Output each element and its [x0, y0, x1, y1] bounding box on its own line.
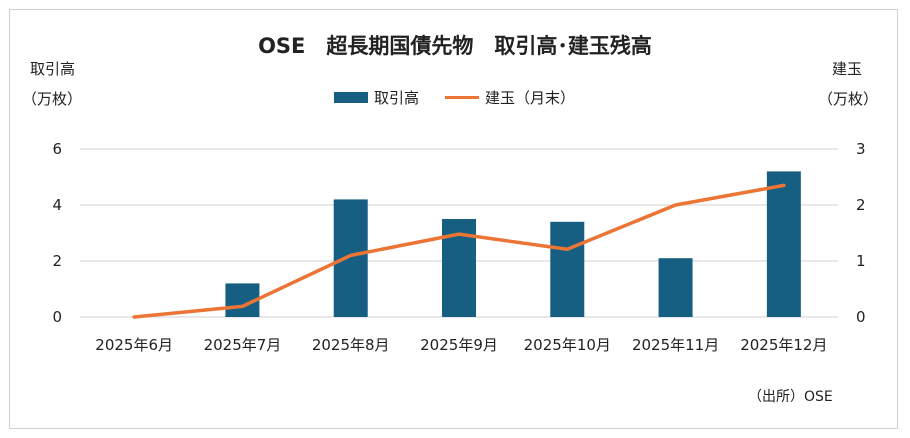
right-tick-label: 1 — [856, 252, 866, 270]
bar — [550, 221, 585, 317]
bar — [766, 171, 801, 317]
chart-title: OSE 超長期国債先物 取引高･建玉残高 — [258, 34, 652, 58]
legend-label-volume: 取引高 — [374, 89, 420, 107]
bar — [333, 199, 368, 317]
x-tick-label: 2025年9月 — [420, 336, 498, 354]
left-tick-label: 0 — [52, 308, 62, 326]
right-axis-label-2: （万枚） — [818, 90, 879, 108]
x-tick-label: 2025年6月 — [95, 336, 173, 354]
left-axis-label-1: 取引高 — [30, 60, 76, 78]
source-note: （出所）OSE — [748, 389, 833, 405]
x-tick-label: 2025年8月 — [312, 336, 390, 354]
legend: 取引高 建玉（月末） — [334, 87, 575, 108]
x-tick-label: 2025年10月 — [524, 336, 611, 354]
right-axis-label-1: 建玉 — [832, 60, 863, 78]
chart-frame — [9, 9, 898, 429]
left-axis-label-2: （万枚） — [22, 90, 83, 108]
right-tick-label: 3 — [856, 140, 866, 158]
legend-label-oi: 建玉（月末） — [485, 89, 576, 107]
right-tick-label: 2 — [856, 196, 866, 214]
left-tick-label: 2 — [52, 252, 62, 270]
right-tick-label: 0 — [856, 308, 866, 326]
legend-line-swatch — [445, 96, 480, 99]
legend-bar-swatch — [334, 92, 368, 103]
x-tick-label: 2025年11月 — [632, 336, 719, 354]
left-tick-label: 4 — [52, 196, 62, 214]
x-tick-label: 2025年12月 — [740, 336, 827, 354]
x-tick-label: 2025年7月 — [204, 336, 282, 354]
bar — [658, 258, 693, 317]
left-tick-label: 6 — [52, 140, 62, 158]
